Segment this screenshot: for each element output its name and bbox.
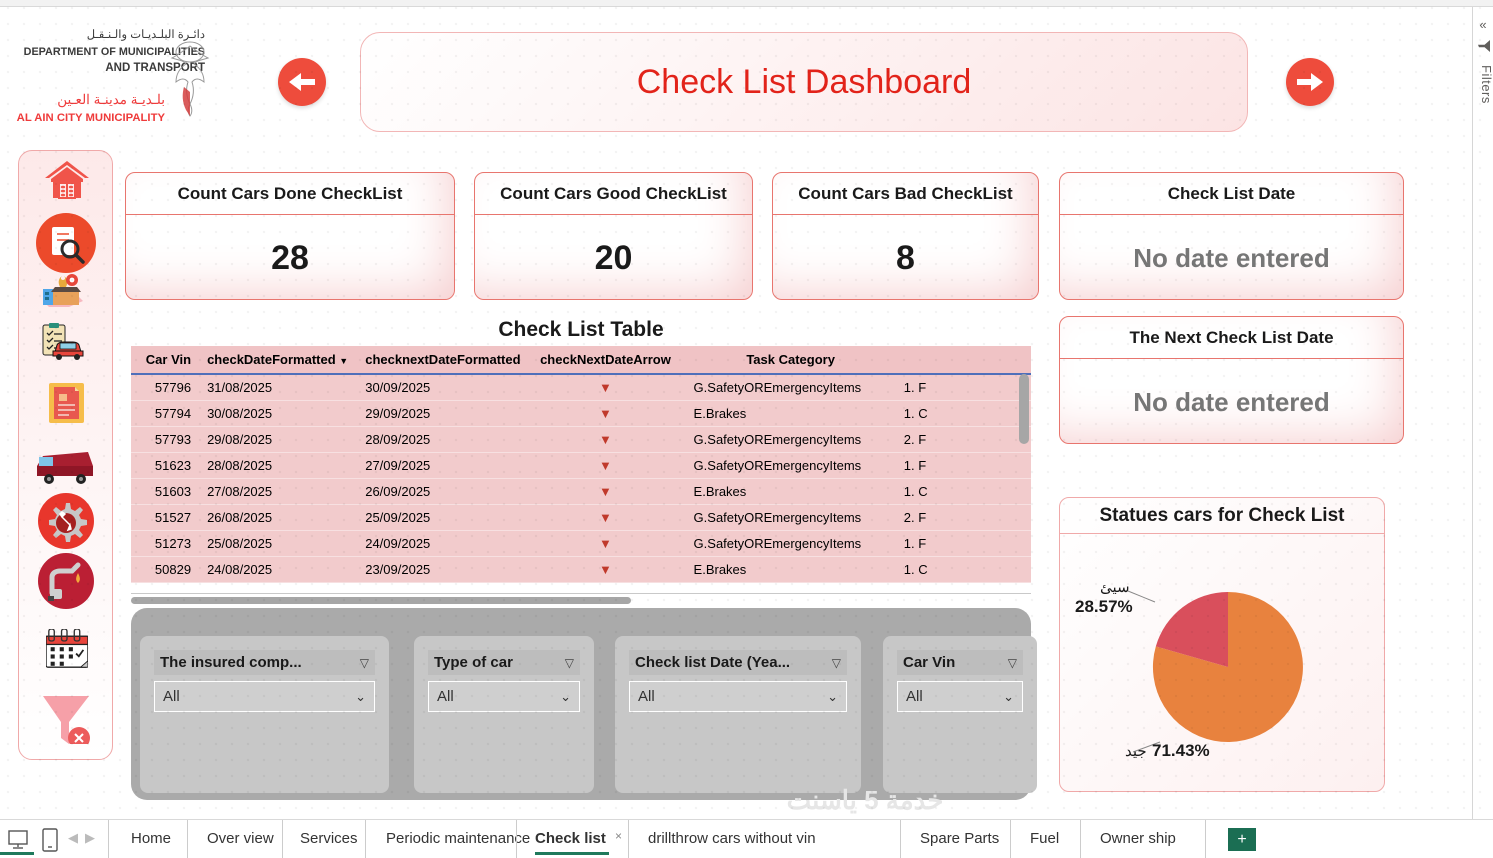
svg-text:28.57%: 28.57% xyxy=(1075,597,1133,616)
svg-text:سيئ: سيئ xyxy=(1100,579,1130,596)
svg-text:AL AIN CITY MUNICIPALITY: AL AIN CITY MUNICIPALITY xyxy=(17,112,166,124)
svg-text:بلـديـة مدينـة العـين: بلـديـة مدينـة العـين xyxy=(57,92,165,108)
svg-text:جيد: جيد xyxy=(1125,743,1147,760)
svg-text:71.43%: 71.43% xyxy=(1152,741,1210,760)
